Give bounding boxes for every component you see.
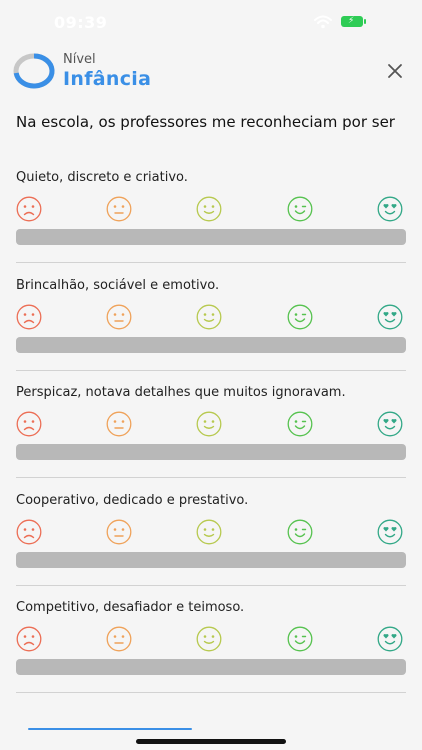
heart-eyes-face-icon[interactable] <box>377 411 403 437</box>
level-caption: Nível <box>63 52 96 67</box>
divider <box>16 262 406 263</box>
rating-faces <box>16 304 406 330</box>
statement-item: Competitivo, desafiador e teimoso. <box>0 598 422 706</box>
wink-face-icon[interactable] <box>287 411 313 437</box>
statement-text: Cooperativo, dedicado e prestativo. <box>16 492 249 508</box>
sad-face-icon[interactable] <box>16 411 42 437</box>
statement-text: Quieto, discreto e criativo. <box>16 170 188 185</box>
statement-text: Competitivo, desafiador e teimoso. <box>16 600 245 615</box>
wink-face-icon[interactable] <box>287 626 313 652</box>
question-text: Na escola, os professores me reconheciam… <box>16 113 395 131</box>
divider <box>16 477 406 478</box>
home-indicator[interactable] <box>136 739 286 744</box>
smile-face-icon[interactable] <box>196 304 222 330</box>
rating-faces <box>16 196 406 222</box>
smile-face-icon[interactable] <box>196 626 222 652</box>
level-progress-ring-icon <box>13 52 55 90</box>
heart-eyes-face-icon[interactable] <box>377 626 403 652</box>
close-button[interactable] <box>384 60 406 82</box>
statement-text: Perspicaz, notava detalhes que muitos ig… <box>16 385 346 400</box>
neutral-face-icon[interactable] <box>106 519 132 545</box>
divider <box>16 369 406 371</box>
statement-text: Brincalhão, sociável e emotivo. <box>16 277 220 293</box>
bottom-accent-line <box>28 728 192 730</box>
rating-faces <box>16 411 406 437</box>
level-header: Nível Infância <box>0 50 422 96</box>
divider <box>16 584 406 586</box>
wink-face-icon[interactable] <box>287 304 313 330</box>
rating-bar[interactable] <box>16 444 406 460</box>
sad-face-icon[interactable] <box>16 626 42 652</box>
neutral-face-icon[interactable] <box>106 411 132 437</box>
neutral-face-icon[interactable] <box>106 626 132 652</box>
rating-bar[interactable] <box>16 551 406 568</box>
heart-eyes-face-icon[interactable] <box>377 519 403 545</box>
neutral-face-icon[interactable] <box>106 196 132 222</box>
smile-face-icon[interactable] <box>196 519 222 545</box>
rating-faces <box>16 519 406 545</box>
battery-icon: ⚡ <box>341 16 366 27</box>
statement-list: Quieto, discreto e criativo. Brincalhão, … <box>0 168 422 706</box>
status-time: 09:39 <box>54 13 108 32</box>
rating-faces <box>16 626 406 652</box>
sad-face-icon[interactable] <box>16 196 42 222</box>
close-icon <box>388 64 402 78</box>
wink-face-icon[interactable] <box>287 519 313 545</box>
statement-item: Cooperativo, dedicado e prestativo. <box>0 491 422 599</box>
sad-face-icon[interactable] <box>16 519 42 545</box>
wink-face-icon[interactable] <box>287 196 313 222</box>
smile-face-icon[interactable] <box>196 196 222 222</box>
statement-item: Brincalhão, sociável e emotivo. <box>0 276 422 384</box>
neutral-face-icon[interactable] <box>106 304 132 330</box>
wifi-icon <box>314 14 332 33</box>
rating-bar[interactable] <box>16 229 406 245</box>
sad-face-icon[interactable] <box>16 304 42 330</box>
level-name: Infância <box>63 68 152 90</box>
rating-bar[interactable] <box>16 336 406 353</box>
status-bar: 09:39 ⚡ <box>0 0 422 44</box>
heart-eyes-face-icon[interactable] <box>377 196 403 222</box>
divider <box>16 692 406 693</box>
statement-item: Perspicaz, notava detalhes que muitos ig… <box>0 383 422 491</box>
statement-item: Quieto, discreto e criativo. <box>0 168 422 276</box>
smile-face-icon[interactable] <box>196 411 222 437</box>
heart-eyes-face-icon[interactable] <box>377 304 403 330</box>
rating-bar[interactable] <box>16 659 406 675</box>
